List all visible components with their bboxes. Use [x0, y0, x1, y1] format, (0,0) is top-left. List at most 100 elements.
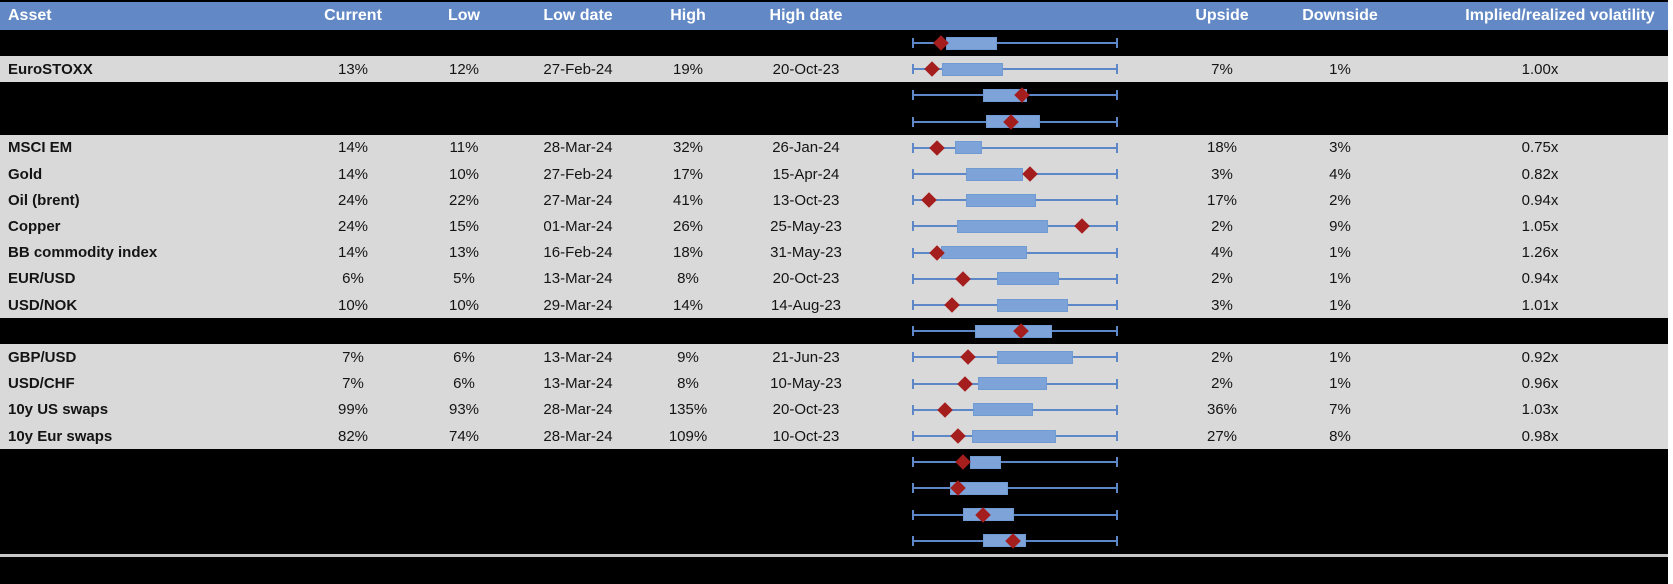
cell-upside: 4% [1211, 244, 1233, 262]
boxplot [912, 318, 1118, 344]
table-row: EuroSTOXX 13% 12% 27-Feb-24 19% 20-Oct-23 7% 1%… [0, 56, 1668, 83]
boxplot [912, 475, 1118, 501]
current-marker-diamond [955, 271, 971, 287]
cell-iv: 0.94x [1521, 270, 1559, 288]
quartile-box [970, 455, 1001, 469]
boxplot [912, 213, 1118, 239]
header-upside: Upside [1195, 7, 1249, 24]
cell-current: 6% [342, 270, 364, 288]
cell-low: 10% [448, 165, 480, 183]
cell-low-date: 13-Mar-24 [543, 348, 613, 366]
cell-high: 109% [668, 427, 708, 445]
quartile-box [955, 141, 982, 155]
cell-iv: 1.01x [1521, 296, 1559, 314]
quartile-box [946, 36, 997, 50]
whisker-high-tick [1116, 38, 1118, 49]
whisker-low-tick [912, 221, 914, 232]
current-marker-diamond [929, 140, 945, 156]
cell-upside: 36% [1206, 401, 1238, 419]
whisker-low-tick [912, 169, 914, 180]
boxplot [912, 30, 1118, 56]
asset-label: GBP/USD [8, 348, 77, 366]
whisker-high-tick [1116, 195, 1118, 206]
current-marker-diamond [924, 61, 940, 78]
whisker-low-tick [912, 326, 914, 337]
cell-iv: 0.75x [1521, 139, 1559, 157]
cell-iv: 1.05x [1521, 217, 1559, 235]
hidden-row [0, 108, 1668, 135]
hidden-row [0, 82, 1668, 109]
whisker-low-tick [912, 273, 914, 284]
cell-downside: 1% [1329, 375, 1351, 393]
cell-low-date: 27-Feb-24 [543, 165, 613, 183]
boxplot [912, 502, 1118, 528]
quartile-box [966, 167, 1023, 181]
whisker-high-tick [1116, 431, 1118, 442]
cell-iv: 0.82x [1521, 165, 1559, 183]
boxplot [912, 109, 1118, 135]
cell-low-date: 16-Feb-24 [543, 244, 613, 262]
asset-label: EuroSTOXX [8, 60, 93, 78]
cell-high-date: 31-May-23 [770, 244, 842, 262]
whisker-low-tick [912, 509, 914, 520]
whisker-high-tick [1116, 90, 1118, 101]
cell-iv: 1.26x [1521, 244, 1559, 262]
cell-current: 7% [342, 375, 364, 393]
cell-low: 10% [448, 296, 480, 314]
cell-high: 135% [668, 401, 708, 419]
whisker-high-tick [1116, 352, 1118, 363]
whisker-high-tick [1116, 300, 1118, 311]
cell-downside: 1% [1329, 348, 1351, 366]
cell-high-date: 20-Oct-23 [772, 401, 840, 419]
whisker-low-tick [912, 431, 914, 442]
boxplot [912, 371, 1118, 397]
cell-high-date: 26-Jan-24 [772, 139, 840, 157]
cell-downside: 7% [1329, 401, 1351, 419]
cell-high-date: 15-Apr-24 [772, 165, 840, 183]
current-marker-diamond [1074, 218, 1090, 235]
cell-low: 5% [453, 270, 475, 288]
cell-low: 15% [448, 217, 480, 235]
whisker-low-tick [912, 378, 914, 389]
table-row: MSCI EM 14% 11% 28-Mar-24 32% 26-Jan-24 18% 3% 0… [0, 134, 1668, 161]
boxplot [912, 397, 1118, 423]
cell-high: 8% [677, 375, 699, 393]
table-row: Oil (brent) 24% 22% 27-Mar-24 41% 13-Oct-23 17… [0, 187, 1668, 214]
boxplot [912, 266, 1118, 292]
cell-low-date: 27-Mar-24 [543, 191, 613, 209]
cell-high: 9% [677, 348, 699, 366]
cell-upside: 2% [1211, 270, 1233, 288]
quartile-box [941, 246, 1027, 260]
cell-high: 26% [672, 217, 704, 235]
cell-high-date: 20-Oct-23 [772, 60, 840, 78]
whisker-low-tick [912, 142, 914, 153]
whisker-low-tick [912, 195, 914, 206]
hidden-row [0, 318, 1668, 345]
cell-low-date: 28-Mar-24 [543, 139, 613, 157]
header-high: High [670, 7, 706, 24]
whisker-low-tick [912, 247, 914, 258]
cell-high-date: 14-Aug-23 [770, 296, 842, 314]
hidden-row [0, 475, 1668, 502]
cell-low-date: 28-Mar-24 [543, 427, 613, 445]
asset-label: 10y Eur swaps [8, 427, 113, 445]
header-low-date: Low date [543, 7, 613, 24]
cell-current: 24% [337, 217, 369, 235]
quartile-box [997, 298, 1068, 312]
table-row: EUR/USD 6% 5% 13-Mar-24 8% 20-Oct-23 2% 1% 0.94x [0, 265, 1668, 292]
whisker-high-tick [1116, 142, 1118, 153]
header-high-date: High date [769, 7, 843, 24]
whisker-low-tick [912, 352, 914, 363]
boxplot [912, 135, 1118, 161]
whisker-high-tick [1116, 116, 1118, 127]
table-row: Gold 14% 10% 27-Feb-24 17% 15-Apr-24 3% 4% 0.82x [0, 161, 1668, 188]
whisker-high-tick [1116, 404, 1118, 415]
cell-downside: 8% [1329, 427, 1351, 445]
whisker-line [913, 461, 1117, 464]
cell-low: 93% [448, 401, 480, 419]
cell-low-date: 27-Feb-24 [543, 60, 613, 78]
cell-downside: 1% [1329, 60, 1351, 78]
cell-current: 14% [337, 244, 369, 262]
whisker-low-tick [912, 116, 914, 127]
